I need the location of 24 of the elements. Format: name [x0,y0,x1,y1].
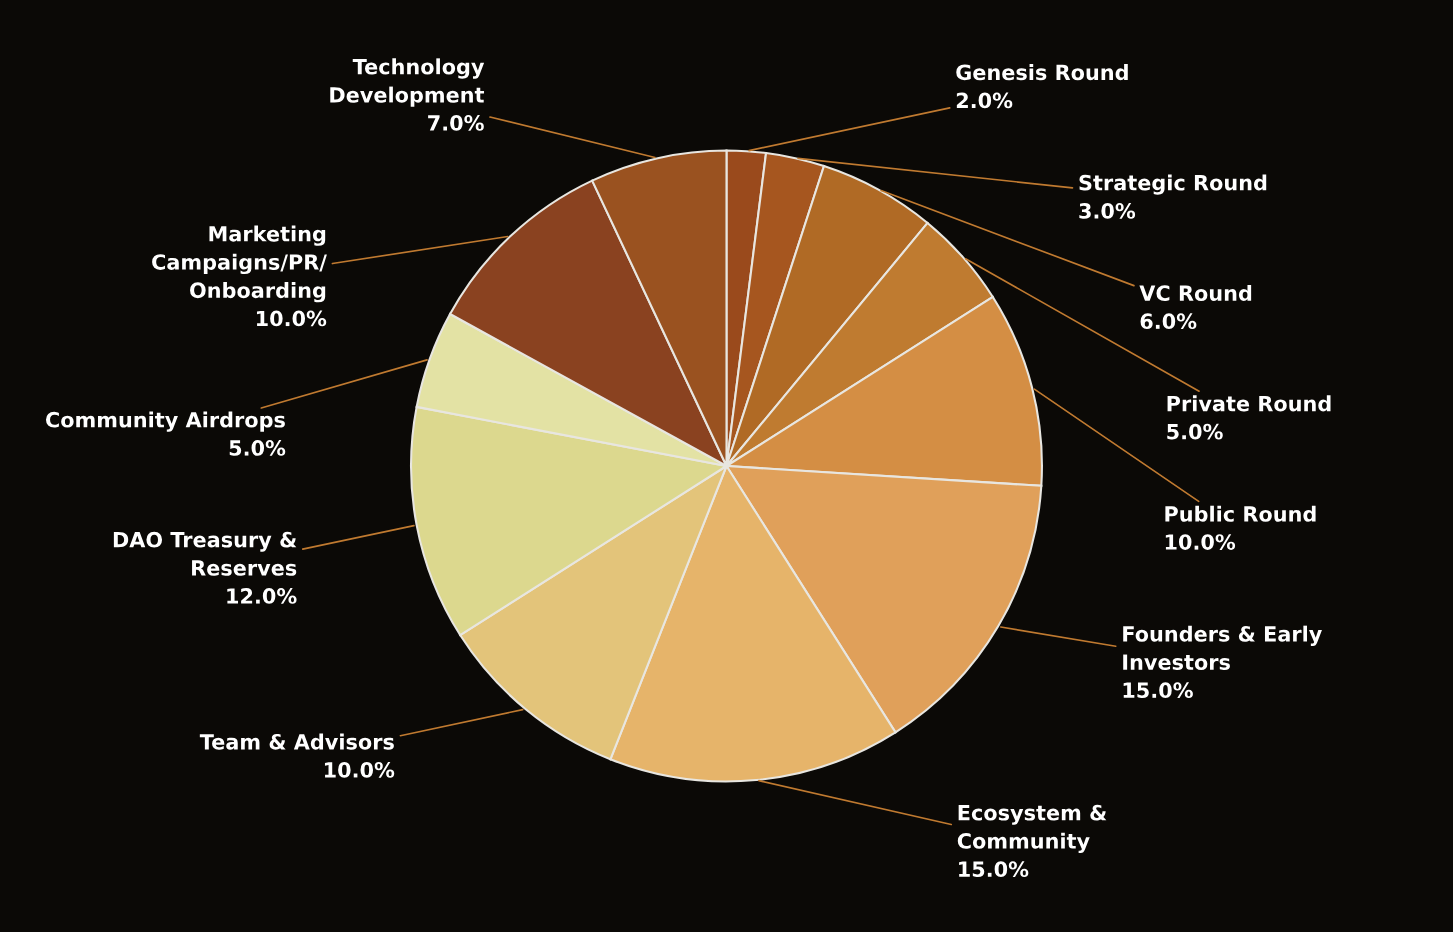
slice-label: Technology Development [330,58,485,107]
data-label: 5.0% [229,440,286,456]
data-label: 7.0% [428,115,484,131]
slice-label: Private Round [1167,395,1331,412]
data-label: 5.0% [1167,423,1223,440]
data-label: 15.0% [959,861,1029,878]
slice-label: Community Airdrops [45,411,285,432]
slice-label: Genesis Round [956,64,1128,81]
slice-label: VC Round [1139,284,1252,302]
slice-label: Public Round [1165,505,1316,522]
slice-label: Marketing Campaigns/PR/ Onboarding [152,225,327,303]
data-label: 12.0% [227,588,297,604]
data-label: 15.0% [1123,682,1193,699]
data-label: 10.0% [256,310,327,327]
data-label: 10.0% [1165,534,1236,550]
slice-label: Strategic Round [1079,174,1267,195]
data-label: 6.0% [1140,313,1197,330]
data-label: 10.0% [324,761,395,778]
slice-label: DAO Treasury & Reserves [113,531,297,576]
data-label: 3.0% [1079,203,1136,219]
data-label: 2.0% [956,92,1013,109]
slice-label: Team & Advisors [199,733,394,750]
slice-label: Ecosystem & Community [957,804,1107,854]
slice-label: Founders & Early Investors [1123,625,1322,671]
